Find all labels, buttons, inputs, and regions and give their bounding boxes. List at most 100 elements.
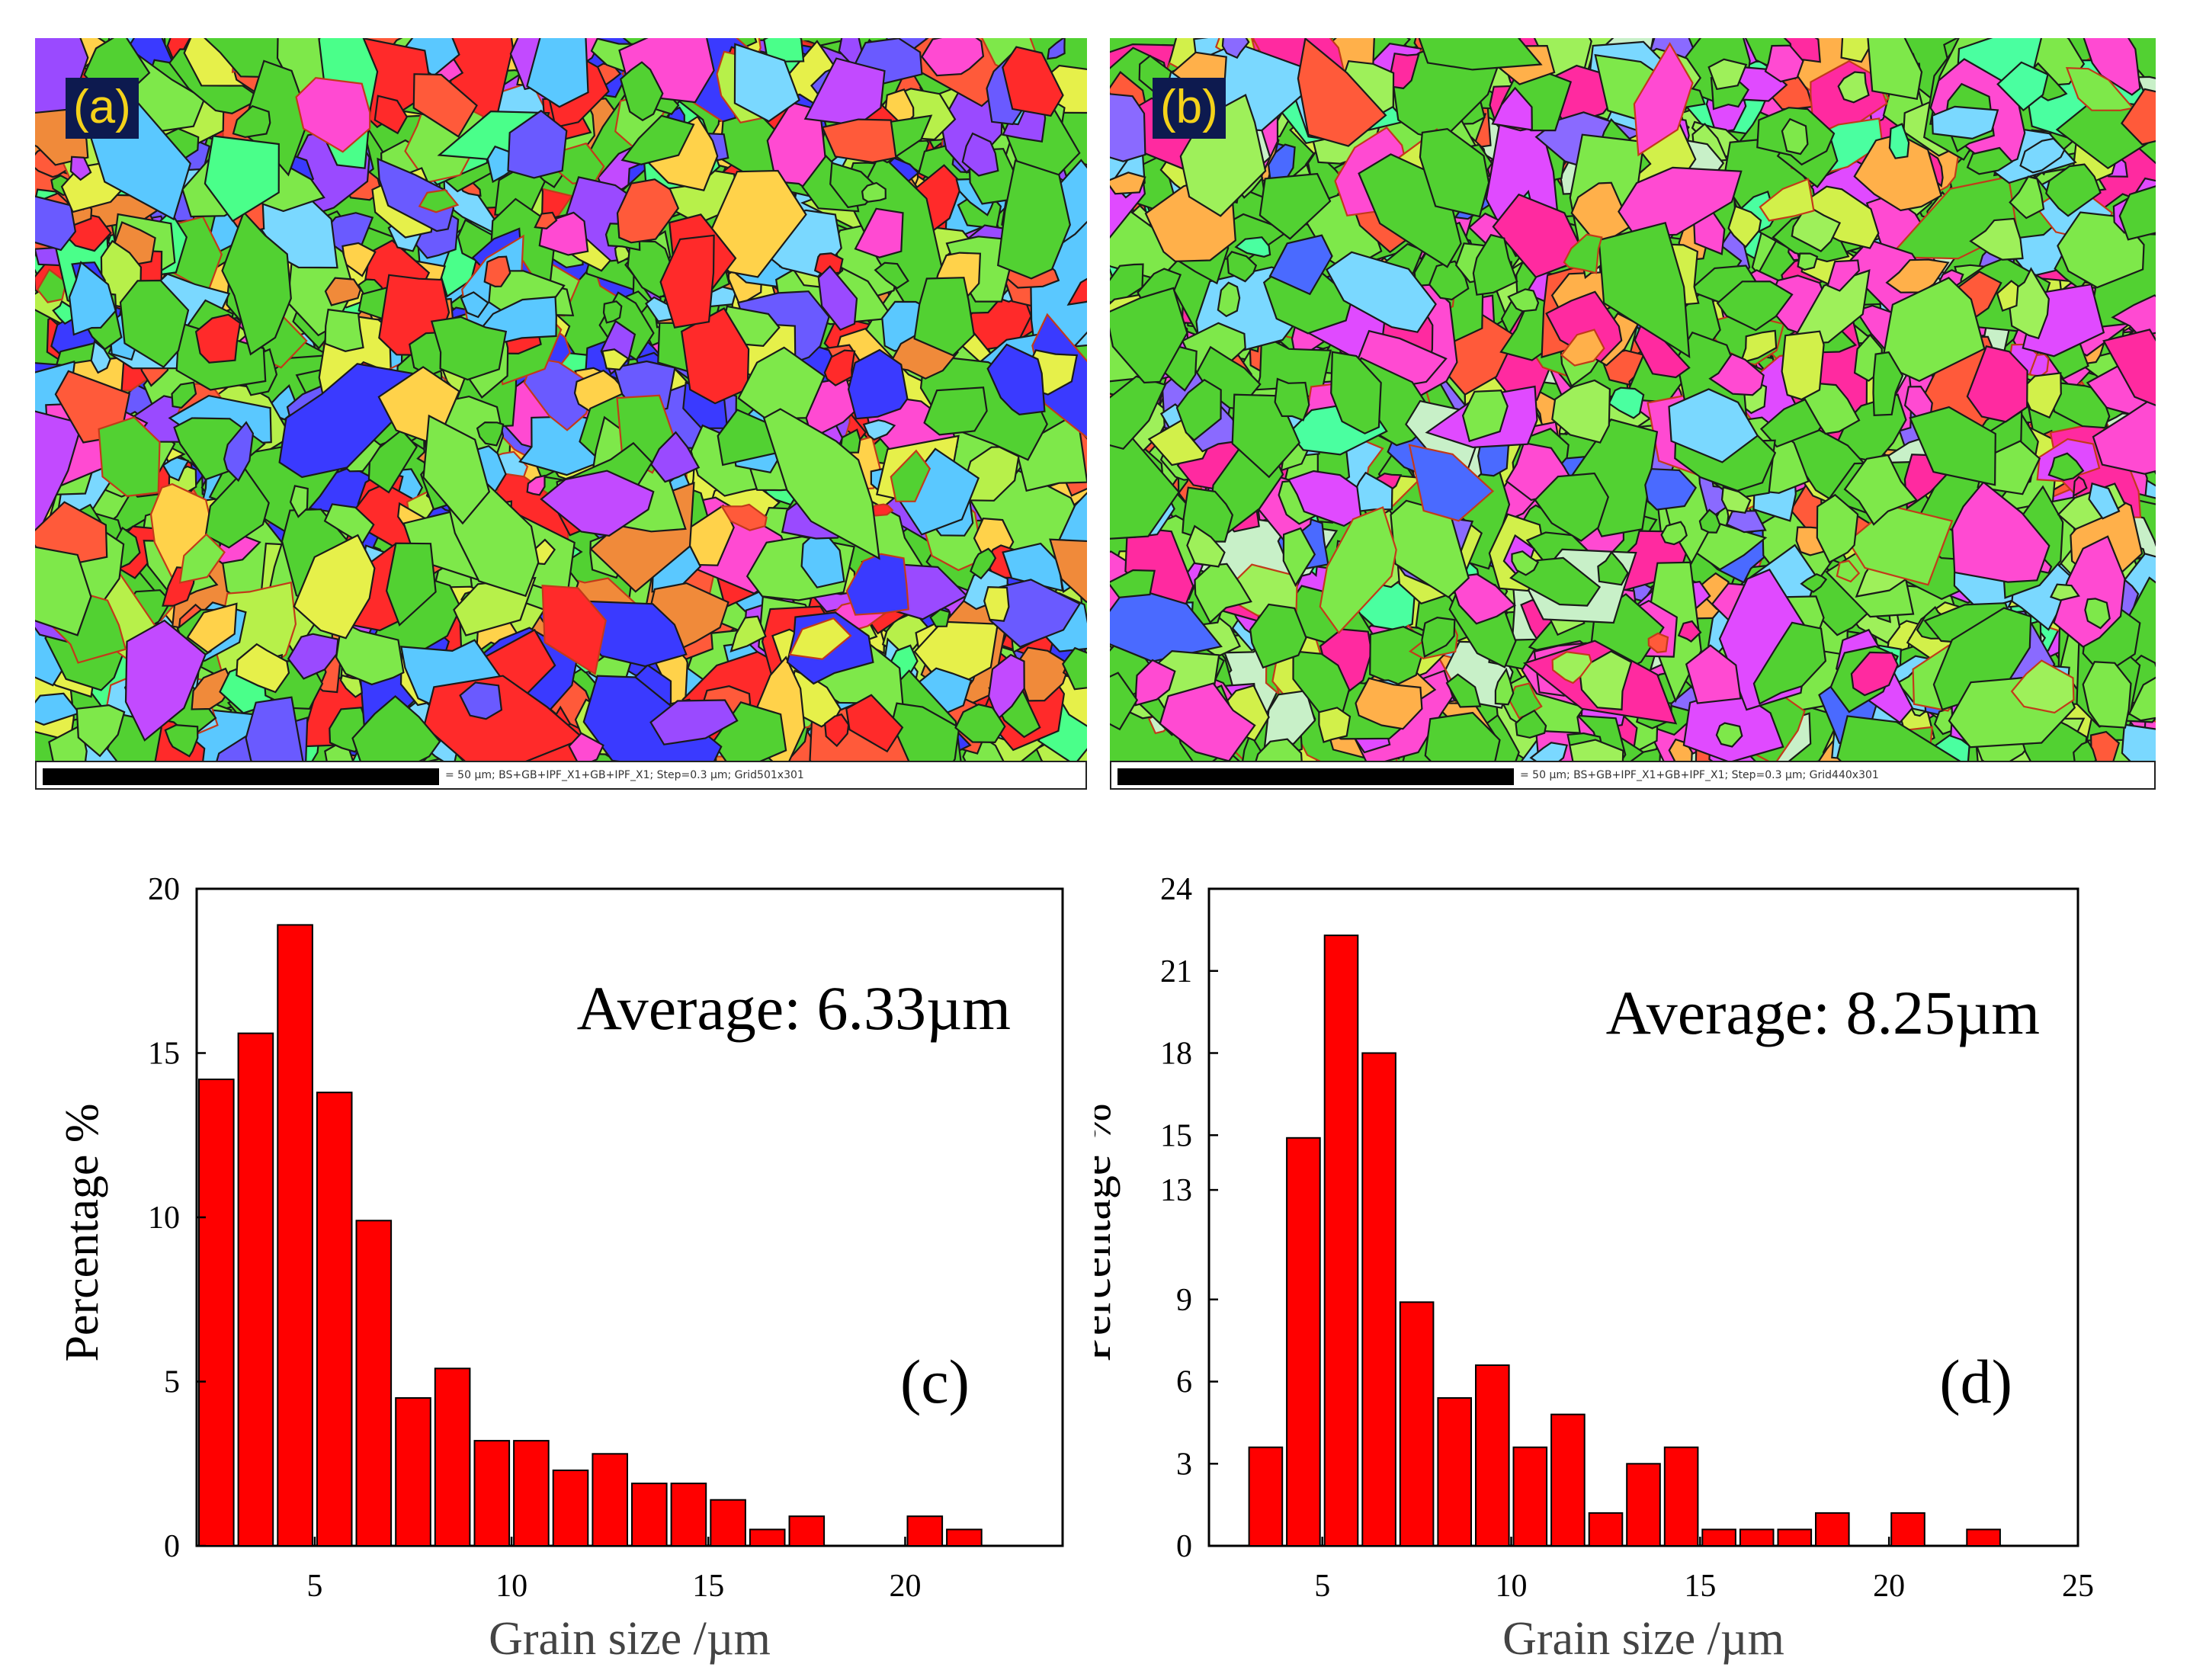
x-tick-label: 10 — [495, 1569, 527, 1604]
grain — [1249, 603, 1307, 669]
grain — [1355, 677, 1423, 730]
bar — [1777, 1528, 1813, 1547]
grain — [236, 643, 290, 694]
grain — [1840, 38, 1876, 63]
grain — [1608, 386, 1645, 419]
grain — [1800, 572, 1828, 593]
grain — [2010, 659, 2075, 714]
grain — [2118, 185, 2156, 241]
grain — [507, 109, 568, 179]
y-axis-label: Percentage % — [1095, 1103, 1121, 1361]
grain — [1492, 193, 1588, 278]
bar — [316, 1092, 353, 1547]
grain — [526, 38, 589, 108]
y-tick-label: 18 — [1160, 1037, 1192, 1072]
grain — [476, 421, 505, 447]
grain — [2073, 740, 2097, 762]
grain — [720, 503, 768, 531]
bar — [906, 1515, 944, 1547]
grain — [1494, 667, 1515, 706]
grain — [1716, 281, 1794, 332]
grain — [650, 431, 701, 483]
bar — [198, 1079, 235, 1547]
grain — [2111, 294, 2156, 338]
grain — [1282, 527, 1316, 588]
grain — [204, 135, 280, 223]
chart-d: 0 3 6 9 13 15 18 21 24 5 10 15 20 25 Grain size /µm Per… — [1069, 838, 2190, 1680]
bar — [1437, 1397, 1472, 1547]
grain — [1002, 542, 1064, 592]
grain — [2072, 476, 2088, 498]
grain — [2127, 676, 2156, 722]
y-tick-label: 15 — [1160, 1118, 1192, 1153]
grain — [1752, 621, 1827, 705]
grain — [422, 414, 491, 525]
bar — [749, 1528, 786, 1547]
bar — [1248, 1446, 1284, 1547]
grain — [1110, 672, 1139, 731]
bar — [1475, 1364, 1510, 1547]
y-tick-label: 9 — [1176, 1283, 1192, 1318]
grain — [1110, 437, 1180, 540]
grain — [983, 585, 1010, 622]
bar — [1966, 1528, 2001, 1547]
grain — [221, 210, 292, 356]
grain — [821, 118, 897, 164]
grain — [1066, 277, 1087, 306]
grain — [1720, 486, 1752, 515]
grain — [430, 316, 508, 381]
grain — [649, 699, 739, 745]
grain — [1445, 673, 1482, 708]
bar — [1890, 1512, 1925, 1547]
grain — [1931, 105, 1999, 140]
ebsd-map-b: (b) = 50 µm; BS+GB+IPF_X1+GB+IPF_X1; Ste… — [1110, 38, 2156, 790]
grain — [1461, 390, 1509, 443]
grain — [986, 343, 1046, 415]
grain — [245, 696, 304, 762]
bar — [473, 1440, 511, 1547]
grain — [124, 619, 207, 742]
grain — [2121, 723, 2156, 762]
grain — [1424, 711, 1501, 762]
grain — [2019, 137, 2066, 174]
x-tick-label: 20 — [889, 1569, 921, 1604]
grain — [1909, 406, 1996, 486]
bar — [1550, 1413, 1586, 1547]
bar — [513, 1440, 550, 1547]
ebsd-map-b-image — [1110, 38, 2156, 762]
grain — [737, 346, 826, 420]
grain — [1194, 563, 1252, 624]
bar — [1512, 1446, 1548, 1547]
grain — [223, 421, 255, 483]
grain — [1297, 38, 1387, 147]
average-annotation: Average: 8.25µm — [1606, 978, 2040, 1047]
grain — [1110, 172, 1146, 195]
grain — [1853, 133, 1942, 212]
grain — [1551, 379, 1611, 444]
grain — [68, 261, 117, 336]
grain — [186, 602, 238, 654]
grain — [1816, 493, 1859, 564]
grain — [1563, 233, 1603, 274]
grain — [351, 694, 441, 762]
grain — [1507, 288, 1540, 313]
ebsd-map-a: (a) = 50 µm; BS+GB+IPF_X1+GB+IPF_X1; Ste… — [35, 38, 1087, 790]
panel-label: (c) — [900, 1347, 970, 1416]
grain — [204, 467, 270, 549]
grain — [1491, 86, 1533, 131]
grain — [1727, 205, 1762, 248]
grain — [1259, 172, 1332, 240]
x-tick-label: 10 — [1496, 1569, 1528, 1604]
grain — [2047, 452, 2085, 482]
bar — [1663, 1446, 1699, 1547]
grain — [1837, 71, 1870, 104]
bar — [1286, 1137, 1321, 1547]
grain — [1062, 646, 1087, 691]
grain — [540, 470, 655, 537]
grain — [90, 339, 111, 374]
y-tick-label: 24 — [1160, 872, 1192, 907]
grain — [1560, 329, 1605, 367]
grain — [119, 279, 190, 369]
grain — [1867, 38, 1923, 101]
panel-label: (d) — [1939, 1347, 2012, 1416]
